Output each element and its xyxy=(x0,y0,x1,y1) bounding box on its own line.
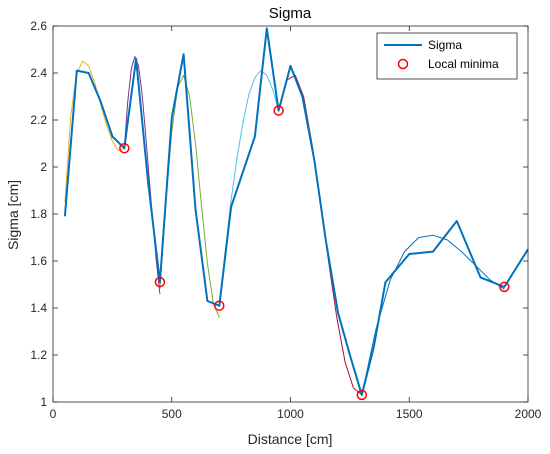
local-minimum-marker xyxy=(273,105,284,116)
legend-minima-marker xyxy=(397,58,409,70)
local-minimum-marker xyxy=(154,276,166,288)
local-minimum-marker xyxy=(499,281,510,293)
y-tick-label: 2.2 xyxy=(30,113,47,127)
y-tick-label: 1.2 xyxy=(30,348,47,362)
fit-curve-6 xyxy=(361,234,505,396)
legend-minima-label: Local minima xyxy=(428,57,499,71)
chart-title: Sigma xyxy=(269,5,312,22)
y-tick-label: 1.4 xyxy=(30,301,47,315)
x-tick-label: 2000 xyxy=(515,407,542,421)
axes-background xyxy=(53,26,528,402)
local-minimum-marker xyxy=(214,300,225,311)
y-tick-label: 1 xyxy=(40,395,47,409)
x-tick-label: 500 xyxy=(162,407,182,421)
x-tick-label: 0 xyxy=(50,407,57,421)
y-tick-label: 2 xyxy=(40,160,47,174)
local-minimum-marker xyxy=(356,389,368,401)
y-axis-label: Sigma [cm] xyxy=(5,180,21,250)
x-tick-label: 1000 xyxy=(277,407,304,421)
y-tick-label: 1.6 xyxy=(30,254,47,268)
y-tick-label: 2.6 xyxy=(30,19,47,33)
x-axis-label: Distance [cm] xyxy=(248,431,333,447)
local-minimum-marker xyxy=(119,142,130,154)
y-tick-label: 2.4 xyxy=(30,66,47,80)
series-sigma-line xyxy=(63,27,529,396)
legend-box xyxy=(376,32,518,80)
legend: Sigma Local minima xyxy=(376,32,518,80)
legend-sigma-label: Sigma xyxy=(428,38,462,52)
x-tick-label: 1500 xyxy=(396,407,423,421)
plot-area: 0 500 1000 1500 2000 1 1.2 1.4 1.6 1.8 2 2.2 2.4 2.6 xyxy=(30,19,541,421)
y-tick-label: 1.8 xyxy=(30,207,47,221)
